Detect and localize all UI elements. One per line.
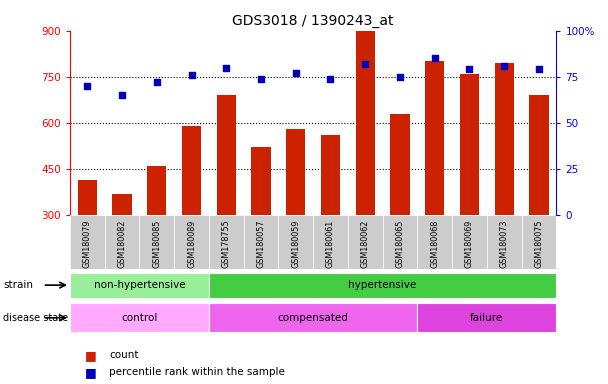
Bar [209, 273, 556, 298]
Text: GSM180059: GSM180059 [291, 219, 300, 268]
Point [430, 55, 440, 61]
Text: non-hypertensive: non-hypertensive [94, 280, 185, 290]
Text: ■: ■ [85, 349, 97, 362]
Bar [487, 215, 522, 269]
Point [534, 66, 544, 73]
Point [465, 66, 474, 73]
Point [152, 79, 162, 85]
Bar [216, 95, 236, 215]
Text: GSM180075: GSM180075 [534, 219, 544, 268]
Bar [105, 215, 139, 269]
Point [221, 65, 231, 71]
Bar [417, 215, 452, 269]
Bar [139, 215, 174, 269]
Bar [522, 215, 556, 269]
Bar [70, 215, 105, 269]
Text: GSM180085: GSM180085 [152, 219, 161, 268]
Text: count: count [109, 350, 139, 360]
Bar [278, 215, 313, 269]
Bar [286, 129, 305, 215]
Point [291, 70, 300, 76]
Text: GSM180068: GSM180068 [430, 219, 439, 268]
Text: compensated: compensated [278, 313, 348, 323]
Point [326, 76, 336, 82]
Point [499, 63, 509, 69]
Bar [70, 303, 209, 332]
Point [117, 92, 127, 98]
Bar [425, 61, 444, 215]
Bar [495, 63, 514, 215]
Bar [417, 303, 556, 332]
Point [83, 83, 92, 89]
Point [187, 72, 196, 78]
Text: GSM180079: GSM180079 [83, 219, 92, 268]
Bar [182, 126, 201, 215]
Bar [382, 215, 417, 269]
Bar [209, 215, 244, 269]
Bar [390, 114, 410, 215]
Bar [209, 303, 417, 332]
Bar [70, 273, 209, 298]
Text: GSM180061: GSM180061 [326, 219, 335, 268]
Text: percentile rank within the sample: percentile rank within the sample [109, 367, 285, 377]
Bar [112, 194, 131, 215]
Bar [78, 180, 97, 215]
Text: GSM180062: GSM180062 [361, 219, 370, 268]
Text: GSM180082: GSM180082 [117, 219, 126, 268]
Point [256, 76, 266, 82]
Bar [252, 147, 271, 215]
Point [361, 61, 370, 67]
Text: disease state: disease state [3, 313, 68, 323]
Text: GSM178755: GSM178755 [222, 219, 231, 268]
Text: control: control [121, 313, 157, 323]
Text: GSM180069: GSM180069 [465, 219, 474, 268]
Bar [452, 215, 487, 269]
Text: GSM180073: GSM180073 [500, 219, 509, 268]
Text: GSM180065: GSM180065 [395, 219, 404, 268]
Bar [147, 166, 167, 215]
Bar [321, 135, 340, 215]
Point [395, 74, 405, 80]
Text: GSM180089: GSM180089 [187, 219, 196, 268]
Bar [174, 215, 209, 269]
Text: hypertensive: hypertensive [348, 280, 416, 290]
Text: failure: failure [470, 313, 503, 323]
Text: strain: strain [3, 280, 33, 290]
Bar [348, 215, 382, 269]
Bar [530, 95, 548, 215]
Bar [460, 74, 479, 215]
Title: GDS3018 / 1390243_at: GDS3018 / 1390243_at [232, 14, 394, 28]
Bar [244, 215, 278, 269]
Bar [313, 215, 348, 269]
Bar [356, 31, 375, 215]
Text: GSM180057: GSM180057 [257, 219, 266, 268]
Text: ■: ■ [85, 366, 97, 379]
